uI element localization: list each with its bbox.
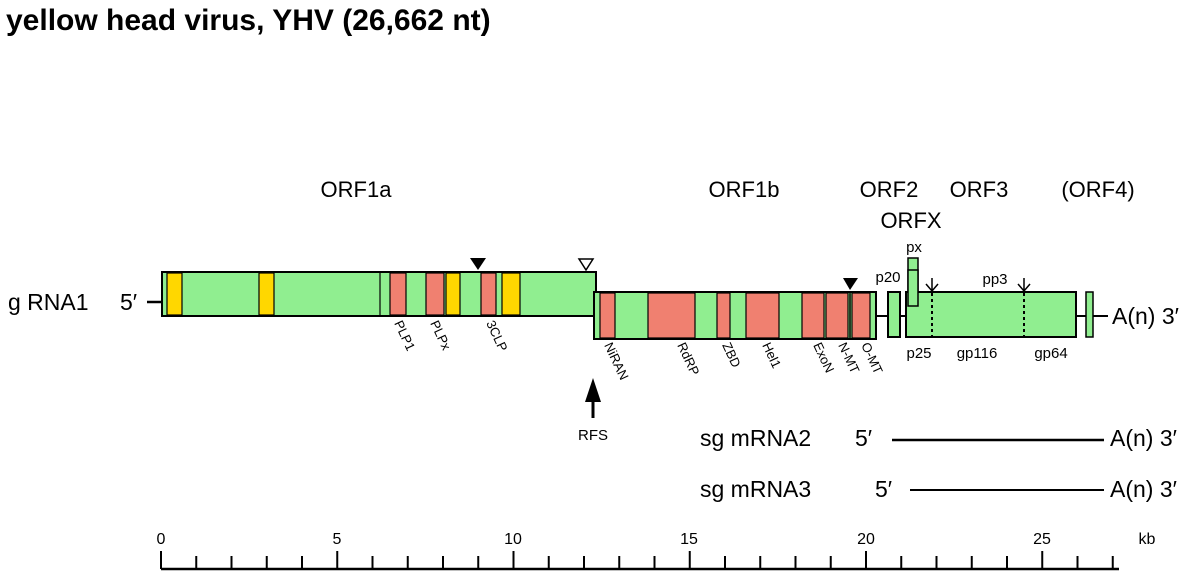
orfx-label: ORFX	[880, 208, 941, 233]
orf2-box	[887, 291, 901, 338]
niran-label: NiRAN	[601, 340, 631, 382]
sg-mrna3-five-prime: 5′	[875, 476, 892, 502]
orf3-label: ORF3	[950, 177, 1009, 202]
orf1a-domain-yellow-1	[166, 272, 183, 316]
px-label: px	[906, 239, 922, 256]
orf4-box	[1085, 291, 1094, 338]
sg-mrna3-label: sg mRNA3	[700, 476, 811, 502]
scale-label-5: 5	[333, 531, 342, 548]
cleavage-marker-filled-1a	[470, 258, 486, 270]
orf1b-domain-nmt	[825, 292, 849, 339]
p25-label: p25	[906, 345, 931, 362]
grna-five-prime: 5′	[120, 289, 137, 315]
orf1b-domain-zbd	[716, 292, 731, 339]
cleavage-marker-filled-1b	[843, 278, 858, 290]
rfs-arrow-head	[585, 378, 601, 402]
sg-mrna2-three-prime: A(n) 3′	[1110, 425, 1177, 451]
orfx-box-overlap	[907, 269, 919, 307]
p20-label: p20	[875, 269, 900, 286]
zbd-label: ZBD	[719, 340, 744, 370]
rdrp-label: RdRP	[674, 340, 702, 378]
orf1a-domain-yellow-3	[445, 272, 461, 316]
scale-unit: kb	[1139, 531, 1156, 548]
scale-label-20: 20	[857, 531, 875, 548]
orf1b-domain-rdrp	[647, 292, 696, 339]
orf1b-label: ORF1b	[709, 177, 780, 202]
orf1a-domain-yellow-2	[258, 272, 275, 316]
arrow-cleavage-2-icon	[1017, 278, 1031, 293]
orf1a-box	[161, 271, 597, 317]
grna-three-prime: A(n) 3′	[1112, 303, 1179, 329]
sg-mrna3-three-prime: A(n) 3′	[1110, 476, 1177, 502]
scale-label-15: 15	[680, 531, 698, 548]
3clp-label: 3CLP	[483, 318, 510, 354]
pp3-label: pp3	[982, 271, 1007, 288]
omt-label: O-MT	[858, 340, 886, 376]
gp64-label: gp64	[1034, 345, 1067, 362]
sg-mrna2-label: sg mRNA2	[700, 425, 811, 451]
orf1b-domain-exon	[801, 292, 825, 339]
orf1a-domain-3clp	[480, 272, 497, 316]
hel1-label: Hel1	[759, 340, 784, 371]
scale-ticks	[160, 551, 1114, 569]
orf1b-domain-niran	[599, 292, 616, 339]
scale-label-10: 10	[504, 531, 522, 548]
orf3-box	[905, 291, 1077, 338]
orf1a-domain-plpx	[425, 272, 445, 316]
orf1a-domain-yellow-4	[501, 272, 521, 316]
arrow-cleavage-1-icon	[925, 278, 939, 293]
plpx-label: PLPx	[427, 318, 454, 353]
exon-label: ExoN	[810, 340, 837, 375]
figure-title: yellow head virus, YHV (26,662 nt)	[6, 4, 491, 37]
grna-label: g RNA1	[8, 289, 89, 315]
scale-label-25: 25	[1033, 531, 1051, 548]
orf1b-domain-hel1	[745, 292, 780, 339]
rfs-label: RFS	[578, 427, 608, 444]
plp1-label: PLP1	[391, 318, 418, 353]
sg-mrna2-five-prime: 5′	[855, 425, 872, 451]
gp116-label: gp116	[957, 345, 998, 362]
scale-label-0: 0	[157, 531, 166, 548]
orf1a-label: ORF1a	[321, 177, 393, 202]
orf4-label: (ORF4)	[1061, 177, 1134, 202]
orf1a-domain-plp1	[389, 272, 407, 316]
cleavage-marker-open-1a	[577, 258, 595, 272]
orf1b-domain-omt	[851, 292, 871, 339]
orf2-label: ORF2	[860, 177, 919, 202]
